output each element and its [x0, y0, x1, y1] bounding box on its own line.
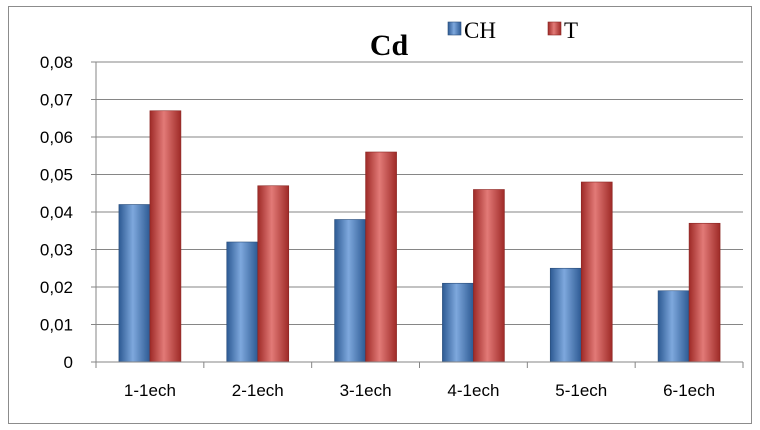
gridlines [96, 61, 743, 325]
bar-ch: CH 3-1ech: 0.038 [334, 219, 366, 363]
bar-t: T 5-1ech: 0.048 [580, 181, 613, 363]
legend-swatch-ch [447, 21, 462, 36]
bar-ch: CH 2-1ech: 0.032 [226, 241, 259, 363]
x-tick-label: 6-1ech [663, 381, 715, 400]
bar-ch: CH 5-1ech: 0.025 [549, 267, 582, 363]
legend-label-t: T [564, 18, 578, 43]
bar-t: T 2-1ech: 0.047 [257, 185, 290, 363]
y-tick-label: 0,02 [40, 278, 73, 297]
bar-t: T 3-1ech: 0.056 [365, 151, 397, 363]
y-tick-label: 0,01 [40, 316, 73, 335]
y-tick-label: 0,05 [40, 166, 73, 185]
x-tick-label: 3-1ech [340, 381, 392, 400]
x-tick-label: 2-1ech [232, 381, 284, 400]
y-tick-label: 0,04 [40, 203, 73, 222]
bar-ch: CH 6-1ech: 0.019 [657, 290, 690, 363]
bar-t: T 4-1ech: 0.046 [473, 189, 505, 363]
legend-label-ch: CH [464, 18, 496, 43]
bars: CH 1-1ech: 0.042T 1-1ech: 0.067 CH 2-1ech… [118, 110, 721, 363]
bar-t: T 1-1ech: 0.067 [149, 110, 182, 363]
x-tick-label: 4-1ech [447, 381, 499, 400]
y-tick-label: 0,03 [40, 241, 73, 260]
y-tick-label: 0,07 [40, 91, 73, 110]
bar-ch: CH 4-1ech: 0.021 [442, 282, 474, 363]
axes: 0 0,01 0,02 0,03 0,04 0,05 0,06 0,07 0,08 1-1ech 2… [40, 53, 744, 400]
legend-swatch-t [547, 21, 562, 36]
bar-t: T 6-1ech: 0.037 [688, 222, 721, 363]
legend: CH T [447, 18, 578, 43]
chart-title: Cd [370, 29, 409, 62]
x-tick-label: 5-1ech [555, 381, 607, 400]
x-tick-label: 1-1ech [124, 381, 176, 400]
y-tick-label: 0,08 [40, 53, 73, 72]
y-tick-label: 0,06 [40, 128, 73, 147]
bar-ch: CH 1-1ech: 0.042 [118, 204, 151, 363]
y-tick-label: 0 [64, 353, 73, 372]
